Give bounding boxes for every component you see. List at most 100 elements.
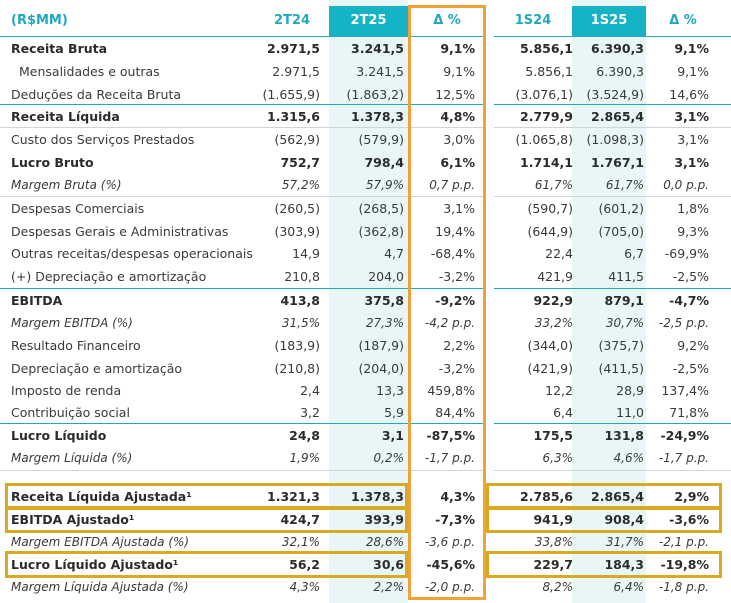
table-header: (R$MM) 2T24 2T25 Δ % 1S24 1S25 Δ % (0, 6, 731, 36)
row-value: 2,4 (300, 383, 320, 398)
row-value: 1.767,1 (591, 155, 644, 170)
row-value: (411,5) (598, 361, 644, 376)
row-value: 3,1% (674, 109, 709, 124)
row-value: 5,9 (384, 405, 404, 420)
row-value: 4,3% (289, 580, 321, 594)
table-row: Deduções da Receita Bruta (1.655,9) (1.863… (0, 83, 731, 106)
row-value: 2.865,4 (591, 109, 644, 124)
row-value: (1.098,3) (586, 132, 644, 147)
row-value: 941,9 (533, 512, 573, 527)
row-value: (344,0) (527, 338, 573, 353)
row-divider (0, 196, 731, 197)
row-value: 6,4 (553, 405, 573, 420)
row-value: (590,7) (527, 201, 573, 216)
row-value: (1.065,8) (515, 132, 573, 147)
row-value: -3,6 p.p. (424, 535, 475, 549)
row-label: Despesas Gerais e Administrativas (11, 224, 229, 239)
row-value: 210,8 (284, 269, 320, 284)
row-value: 9,1% (674, 41, 709, 56)
row-value: 9,2% (677, 338, 709, 353)
row-label: Lucro Líquido (11, 428, 107, 443)
row-label: (+) Depreciação e amortização (11, 269, 207, 284)
row-value: 131,8 (604, 428, 644, 443)
row-value: 3,2 (300, 405, 320, 420)
table-row: Receita Bruta 2.971,5 3.241,5 9,1% 5.856,1 6.… (0, 37, 731, 60)
row-value: 2.971,5 (267, 41, 320, 56)
table-row: Receita Líquida Ajustada¹ 1.321,3 1.378,3 4… (0, 485, 731, 508)
table-row: Margem Líquida Ajustada (%) 4,3% 2,2% -2,0 … (0, 576, 731, 599)
row-value: 1.321,3 (267, 489, 320, 504)
row-value: 24,8 (289, 428, 320, 443)
table-row: EBITDA Ajustado¹ 424,7 393,9 -7,3% 941,9 908,… (0, 508, 731, 531)
row-label: Resultado Financeiro (11, 338, 141, 353)
row-value: -3,2% (438, 361, 475, 376)
row-value: 1,8% (677, 201, 709, 216)
table-row: Lucro Líquido Ajustado¹ 56,2 30,6 -45,6% 229… (0, 553, 731, 576)
row-value: (268,5) (358, 201, 404, 216)
row-value: 3,1% (674, 155, 709, 170)
row-value: 3.241,5 (351, 41, 404, 56)
table-row: Contribuição social 3,2 5,9 84,4% 6,4 11,0 71,… (0, 401, 731, 424)
unit-label: (R$MM) (11, 13, 68, 28)
row-value: 2,2% (373, 580, 405, 594)
table-row: Custo dos Serviços Prestados (562,9) (579,… (0, 128, 731, 151)
row-value: 30,6 (373, 557, 404, 572)
row-divider (0, 127, 731, 128)
row-value: (3.076,1) (515, 87, 573, 102)
row-value: 4,3% (440, 489, 475, 504)
row-value: -69,9% (664, 246, 709, 261)
row-value: -1,7 p.p. (424, 451, 475, 465)
row-value: 71,8% (669, 405, 709, 420)
row-value: 2,2% (443, 338, 475, 353)
row-label: Imposto de renda (11, 383, 122, 398)
table-row: Depreciação e amortização (210,8) (204,0) -… (0, 357, 731, 380)
row-value: -2,1 p.p. (658, 535, 709, 549)
row-value: 6,4% (613, 580, 645, 594)
row-value: -45,6% (426, 557, 475, 572)
row-value: 13,3 (376, 383, 404, 398)
row-value: 30,7% (605, 316, 644, 330)
row-divider (0, 423, 731, 424)
row-value: (210,8) (274, 361, 320, 376)
row-value: (562,9) (274, 132, 320, 147)
row-value: 0,2% (373, 451, 405, 465)
row-value: 4,8% (440, 109, 475, 124)
row-label: Lucro Bruto (11, 155, 94, 170)
table-row: Margem EBITDA (%) 31,5% 27,3% -4,2 p.p. 33,2… (0, 312, 731, 335)
row-value: (579,9) (358, 132, 404, 147)
row-value: (187,9) (358, 338, 404, 353)
table-row: Lucro Bruto 752,7 798,4 6,1% 1.714,1 1.767,1 3… (0, 151, 731, 174)
highlight-box-lucro-ajustado-semester (486, 551, 722, 578)
table-row: Margem Líquida (%) 1,9% 0,2% -1,7 p.p. 6,3% 4… (0, 447, 731, 470)
row-value: 19,4% (435, 224, 475, 239)
row-label: Margem Líquida Ajustada (%) (11, 580, 189, 594)
row-value: 375,8 (364, 293, 404, 308)
row-value: 3,1% (677, 132, 709, 147)
row-value: -2,5% (672, 361, 709, 376)
row-label: Receita Líquida (11, 109, 120, 124)
row-value: 393,9 (364, 512, 404, 527)
row-value: -24,9% (660, 428, 709, 443)
row-value: 33,2% (534, 316, 573, 330)
row-value: (303,9) (274, 224, 320, 239)
row-value: -3,6% (669, 512, 709, 527)
row-label: EBITDA Ajustado¹ (11, 512, 135, 527)
highlight-box-delta-column (408, 5, 486, 600)
row-value: 0,0 p.p. (663, 178, 709, 192)
row-value: 14,9 (292, 246, 320, 261)
row-label: Despesas Comerciais (11, 201, 145, 216)
row-value: 2.865,4 (591, 489, 644, 504)
row-value: 2.785,6 (520, 489, 573, 504)
row-value: 0,7 p.p. (429, 178, 475, 192)
row-value: 879,1 (604, 293, 644, 308)
row-value: 2.971,5 (272, 64, 320, 79)
row-value: -4,2 p.p. (424, 316, 475, 330)
row-value: -87,5% (426, 428, 475, 443)
row-divider (0, 104, 731, 105)
row-value: 28,9 (616, 383, 644, 398)
row-value: 421,9 (537, 269, 573, 284)
row-value: 27,3% (365, 316, 404, 330)
row-value: (705,0) (598, 224, 644, 239)
row-value: -19,8% (660, 557, 709, 572)
highlight-column-1s25 (572, 0, 646, 603)
